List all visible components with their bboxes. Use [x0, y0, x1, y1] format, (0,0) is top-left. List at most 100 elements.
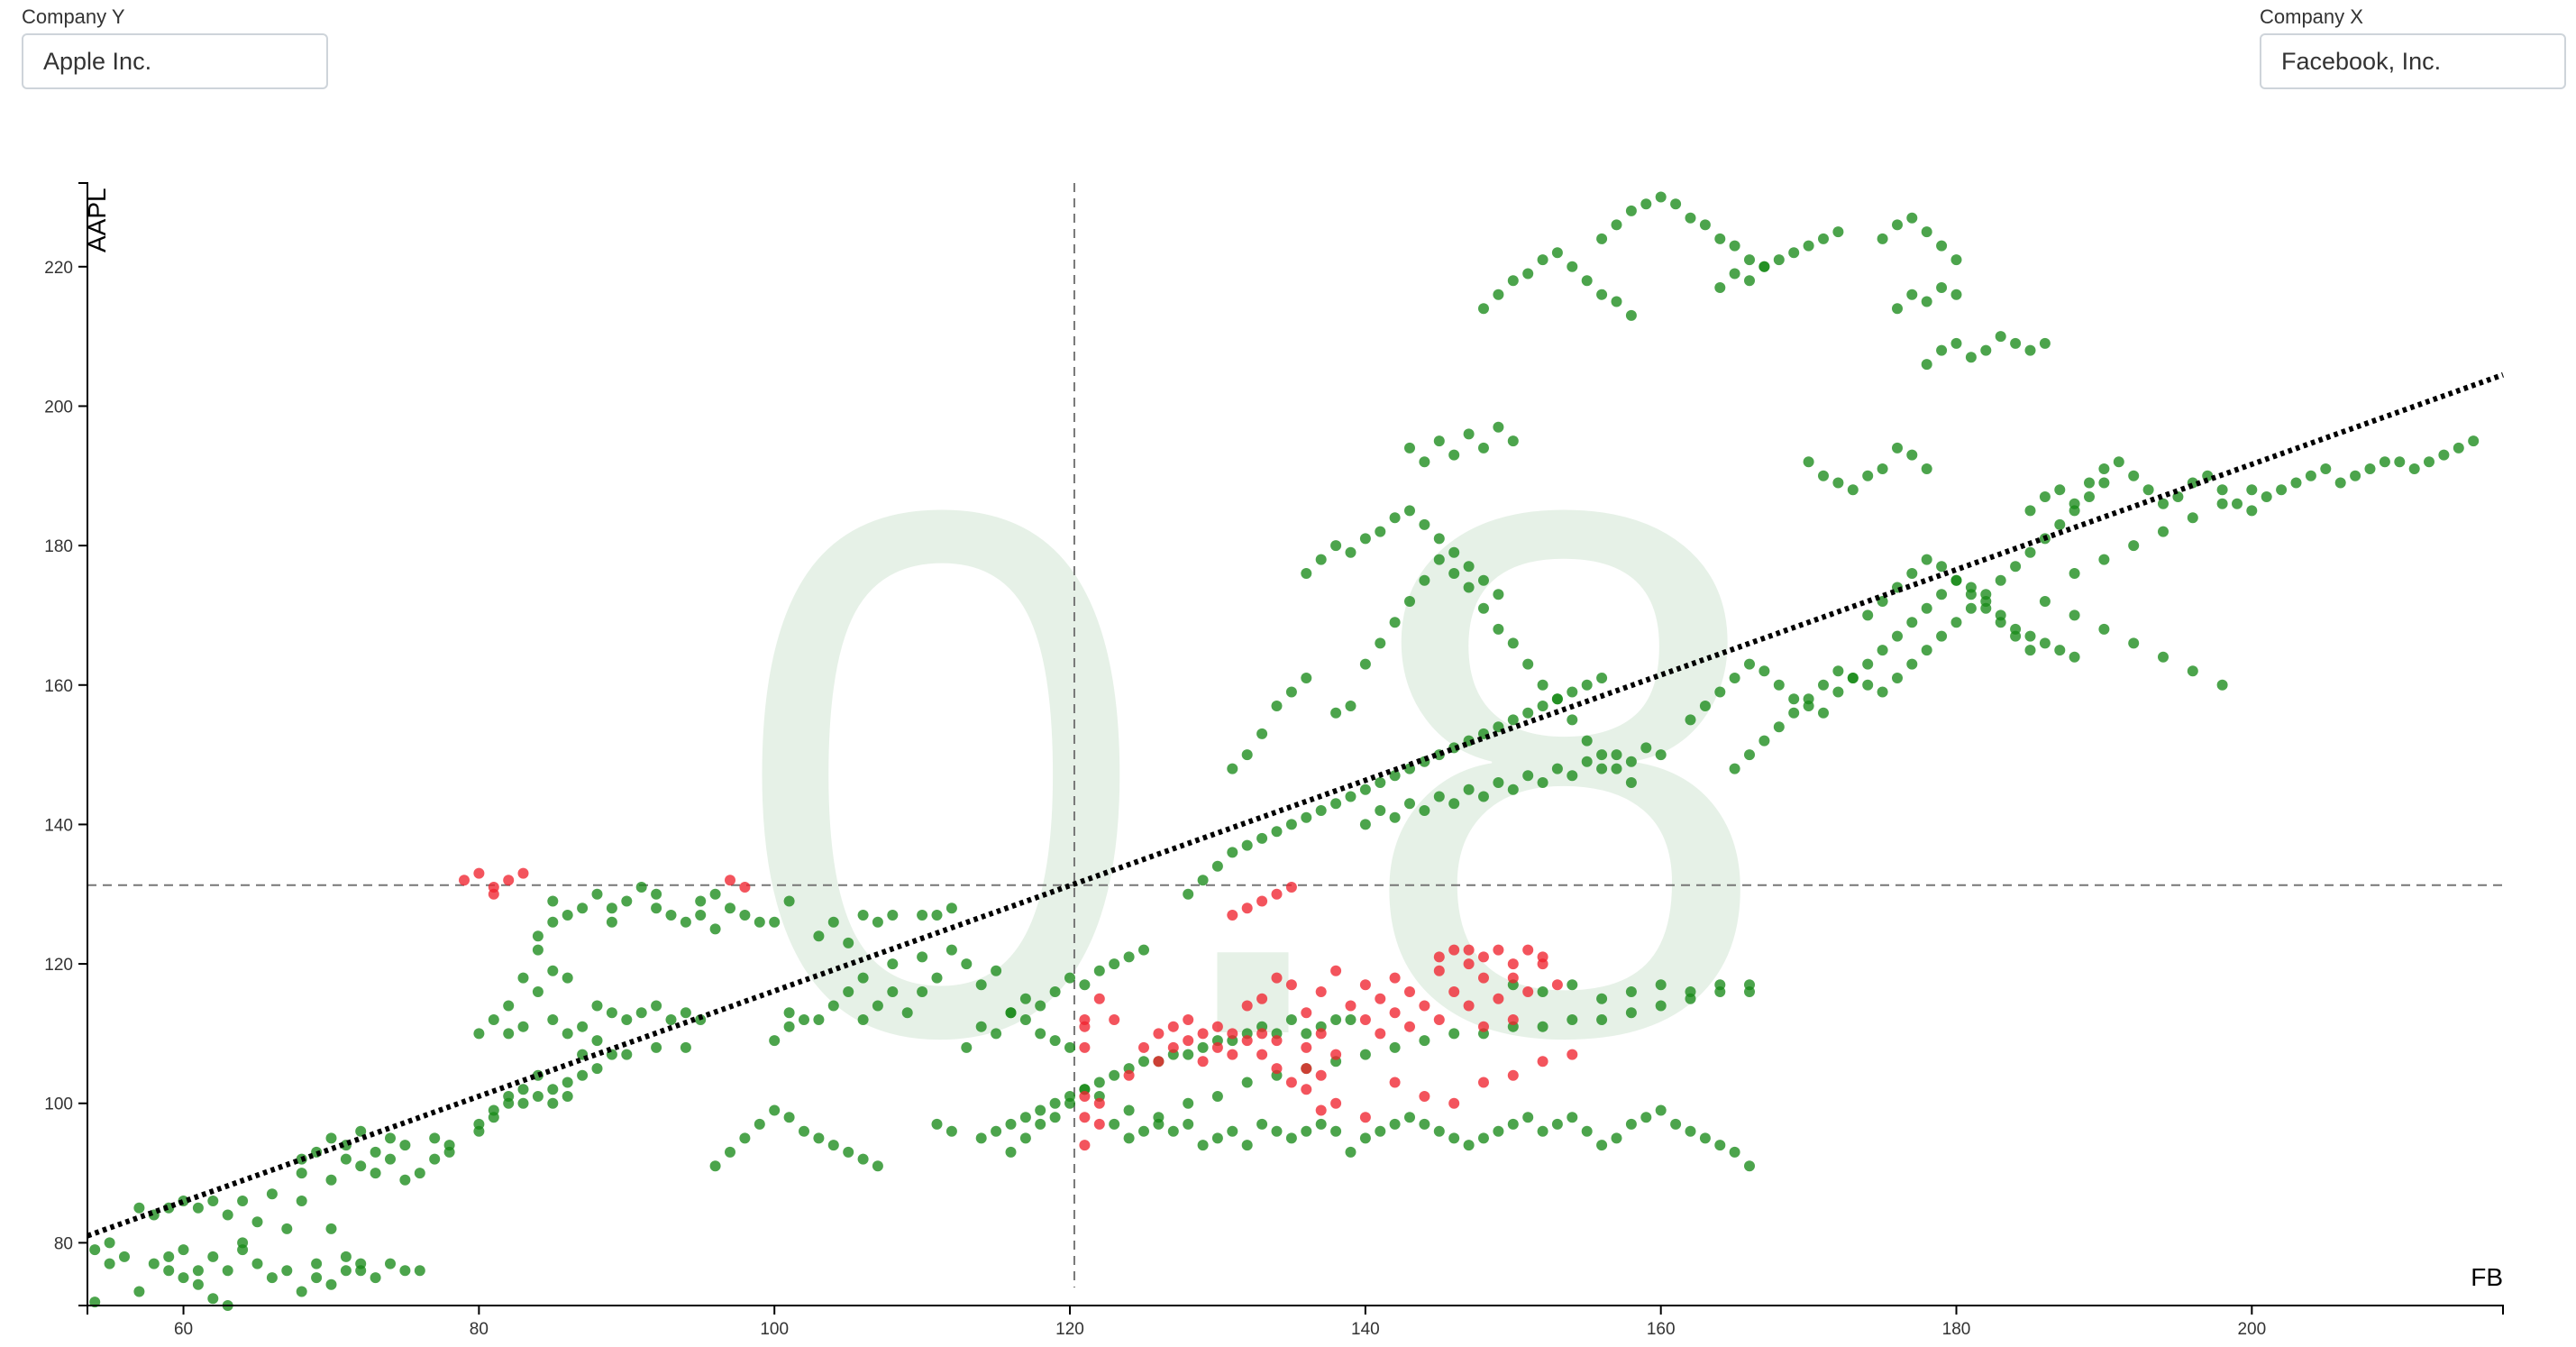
data-point-negative: [1330, 1097, 1342, 1109]
data-point: [2039, 337, 2051, 349]
data-point-negative: [1079, 1041, 1091, 1053]
data-point-negative: [1433, 965, 1445, 976]
data-point: [1389, 811, 1401, 823]
data-point: [1714, 282, 1726, 293]
data-point: [1744, 986, 1755, 997]
data-point: [1359, 1132, 1371, 1144]
data-point: [887, 910, 899, 921]
data-point: [1714, 686, 1726, 698]
data-point-negative: [1375, 1028, 1386, 1040]
data-point: [665, 910, 677, 921]
data-point: [2098, 477, 2110, 489]
data-point-negative: [1109, 1014, 1120, 1025]
data-point-negative: [1241, 1035, 1253, 1047]
data-point: [1359, 819, 1371, 830]
data-point: [961, 958, 973, 970]
data-point-negative: [1093, 993, 1105, 1004]
data-point-negative: [1256, 1028, 1268, 1040]
data-point-negative: [1301, 1084, 1312, 1095]
data-point: [1493, 623, 1504, 635]
data-point: [1773, 254, 1785, 266]
data-point: [1389, 512, 1401, 524]
data-point: [1123, 1132, 1135, 1144]
data-point-negative: [488, 888, 499, 900]
data-point-negative: [1301, 1063, 1312, 1075]
data-point: [2128, 540, 2140, 552]
data-point: [399, 1140, 411, 1151]
data-point: [2424, 456, 2434, 468]
data-point: [1493, 1125, 1504, 1137]
data-point: [104, 1237, 115, 1249]
company-x-input[interactable]: [2260, 33, 2566, 89]
data-point: [1285, 1132, 1297, 1144]
data-point: [1271, 826, 1283, 838]
data-point: [1448, 1132, 1460, 1144]
data-point: [665, 1014, 677, 1025]
data-point: [1433, 533, 1445, 545]
data-point: [1301, 1028, 1312, 1040]
data-point: [621, 895, 633, 907]
data-point: [2024, 546, 2036, 558]
axes-group: 80 100 120 140 160 180 200 220 60 80 100 120 140 160 1…: [44, 182, 2504, 1339]
data-point: [1788, 247, 1800, 259]
data-point-negative: [503, 875, 515, 886]
data-point: [739, 1132, 751, 1144]
data-point: [1921, 226, 1932, 238]
data-point: [385, 1153, 396, 1165]
data-point: [931, 972, 943, 984]
data-point: [2216, 484, 2228, 496]
data-point: [1625, 1007, 1637, 1019]
data-point: [1877, 233, 1888, 244]
data-point: [1285, 686, 1297, 698]
y-tick-label: 180: [44, 537, 73, 556]
data-point: [1596, 1140, 1608, 1151]
data-point: [1315, 554, 1327, 565]
data-point: [1685, 714, 1696, 726]
data-point: [296, 1286, 307, 1297]
data-point: [296, 1168, 307, 1179]
data-point: [1950, 337, 1962, 349]
x-tick-label: 120: [1055, 1320, 1084, 1339]
data-point: [1892, 303, 1903, 315]
data-point: [769, 916, 781, 928]
data-point: [2054, 518, 2066, 530]
data-point: [1818, 233, 1829, 244]
data-point: [709, 888, 721, 900]
data-point: [1596, 289, 1608, 300]
company-y-input[interactable]: [22, 33, 328, 89]
data-point-negative: [1197, 1028, 1209, 1040]
data-point: [1241, 749, 1253, 761]
data-point: [1655, 1104, 1667, 1116]
data-point-negative: [1404, 1021, 1415, 1032]
y-tick-label: 200: [44, 398, 73, 417]
data-point: [2320, 463, 2332, 474]
data-point: [1507, 783, 1519, 795]
data-point-negative: [1256, 895, 1268, 907]
data-point: [1345, 791, 1357, 802]
data-point: [2039, 637, 2051, 649]
data-point: [1522, 770, 1534, 782]
data-point-negative: [1079, 1091, 1091, 1102]
data-point: [163, 1265, 175, 1277]
data-point: [517, 1097, 529, 1109]
y-tick-label: 220: [44, 259, 73, 278]
data-point: [1359, 658, 1371, 670]
data-point: [1921, 463, 1932, 474]
data-point: [857, 1014, 869, 1025]
data-point: [1611, 763, 1622, 774]
data-point: [1005, 1007, 1017, 1019]
data-point: [1493, 589, 1504, 600]
data-point: [680, 1007, 691, 1019]
data-point: [651, 903, 662, 914]
data-point: [1079, 979, 1091, 991]
data-point: [1921, 296, 1932, 307]
data-point-negative: [1463, 958, 1475, 970]
data-point-negative: [1507, 1014, 1519, 1025]
data-point: [1419, 805, 1430, 816]
data-point: [1877, 686, 1888, 698]
data-point: [1211, 1091, 1223, 1102]
data-point: [370, 1272, 381, 1284]
data-point: [1655, 979, 1667, 991]
data-point: [207, 1196, 219, 1206]
